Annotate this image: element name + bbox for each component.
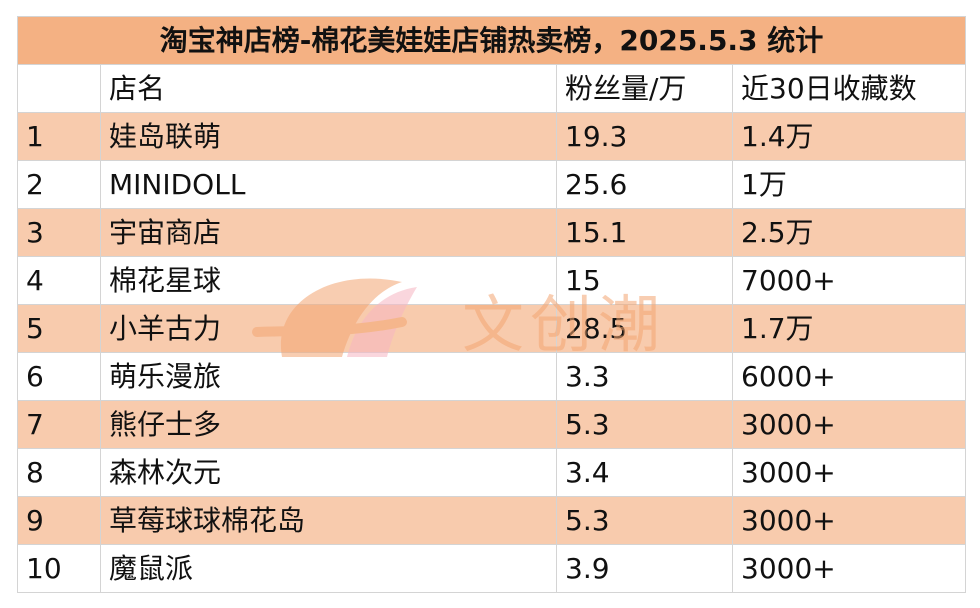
- shop-name-cell: 娃岛联萌: [100, 112, 557, 161]
- rank-cell: 2: [17, 160, 101, 209]
- favorites-cell: 1.4万: [731, 112, 967, 161]
- shop-name-cell: 魔鼠派: [100, 544, 557, 593]
- shop-name-cell: 小羊古力: [100, 304, 557, 353]
- table-title-row: 淘宝神店榜-棉花美娃娃店铺热卖榜，2025.5.3 统计: [16, 16, 967, 65]
- table-row: 4 棉花星球 15 7000+: [17, 256, 967, 305]
- fans-cell: 28.5: [556, 304, 733, 353]
- ranking-table-container: 淘宝神店榜-棉花美娃娃店铺热卖榜，2025.5.3 统计 店名 粉丝量/万 近3…: [16, 16, 967, 593]
- table-row: 1 娃岛联萌 19.3 1.4万: [17, 112, 967, 161]
- rank-cell: 1: [17, 112, 101, 161]
- header-rank: [17, 64, 101, 113]
- table-row: 3 宇宙商店 15.1 2.5万: [17, 208, 967, 257]
- rank-cell: 10: [17, 544, 101, 593]
- rank-cell: 6: [17, 352, 101, 401]
- table-row: 5 小羊古力 28.5 1.7万: [17, 304, 967, 353]
- favorites-cell: 3000+: [731, 448, 967, 497]
- header-favorites: 近30日收藏数: [731, 64, 967, 113]
- rank-cell: 3: [17, 208, 101, 257]
- rank-cell: 4: [17, 256, 101, 305]
- table-row: 7 熊仔士多 5.3 3000+: [17, 400, 967, 449]
- favorites-cell: 3000+: [731, 400, 967, 449]
- shop-name-cell: 熊仔士多: [100, 400, 557, 449]
- shop-name-cell: 棉花星球: [100, 256, 557, 305]
- favorites-cell: 6000+: [731, 352, 967, 401]
- table-row: 8 森林次元 3.4 3000+: [17, 448, 967, 497]
- table-row: 10 魔鼠派 3.9 3000+: [17, 544, 967, 593]
- shop-name-cell: 萌乐漫旅: [100, 352, 557, 401]
- fans-cell: 15: [556, 256, 733, 305]
- shop-name-cell: 草莓球球棉花岛: [100, 496, 557, 545]
- table-title: 淘宝神店榜-棉花美娃娃店铺热卖榜，2025.5.3 统计: [16, 16, 967, 65]
- ranking-table: 淘宝神店榜-棉花美娃娃店铺热卖榜，2025.5.3 统计 店名 粉丝量/万 近3…: [16, 16, 967, 593]
- fans-cell: 5.3: [556, 400, 733, 449]
- rank-cell: 7: [17, 400, 101, 449]
- favorites-cell: 3000+: [731, 544, 967, 593]
- shop-name-cell: 森林次元: [100, 448, 557, 497]
- table-row: 2 MINIDOLL 25.6 1万: [17, 160, 967, 209]
- table-row: 6 萌乐漫旅 3.3 6000+: [17, 352, 967, 401]
- fans-cell: 5.3: [556, 496, 733, 545]
- rank-cell: 8: [17, 448, 101, 497]
- favorites-cell: 2.5万: [731, 208, 967, 257]
- fans-cell: 3.9: [556, 544, 733, 593]
- favorites-cell: 3000+: [731, 496, 967, 545]
- favorites-cell: 1.7万: [731, 304, 967, 353]
- shop-name-cell: MINIDOLL: [100, 160, 557, 209]
- header-fans: 粉丝量/万: [556, 64, 733, 113]
- table-row: 9 草莓球球棉花岛 5.3 3000+: [17, 496, 967, 545]
- rank-cell: 9: [17, 496, 101, 545]
- fans-cell: 19.3: [556, 112, 733, 161]
- header-shop-name: 店名: [100, 64, 557, 113]
- fans-cell: 25.6: [556, 160, 733, 209]
- fans-cell: 3.4: [556, 448, 733, 497]
- favorites-cell: 7000+: [731, 256, 967, 305]
- rank-cell: 5: [17, 304, 101, 353]
- header-row: 店名 粉丝量/万 近30日收藏数: [17, 64, 967, 113]
- fans-cell: 3.3: [556, 352, 733, 401]
- favorites-cell: 1万: [731, 160, 967, 209]
- fans-cell: 15.1: [556, 208, 733, 257]
- shop-name-cell: 宇宙商店: [100, 208, 557, 257]
